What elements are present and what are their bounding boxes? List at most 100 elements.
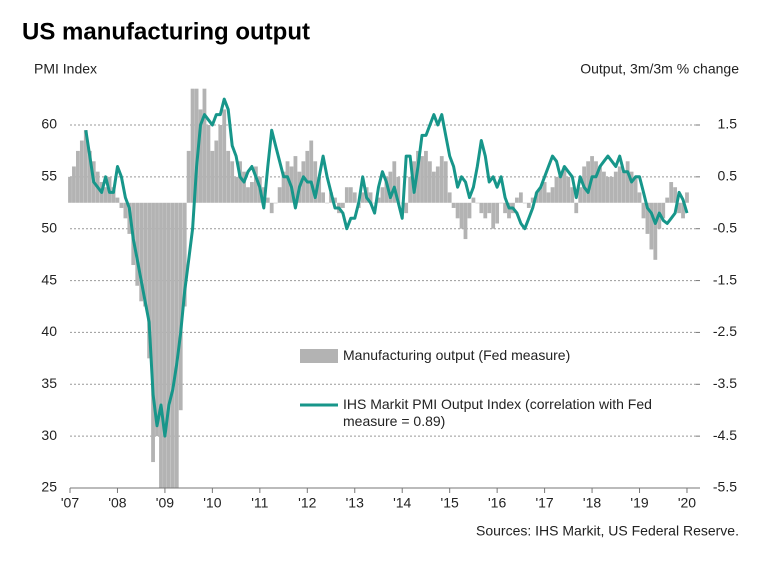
line: [84, 97, 689, 438]
y-tick-label: 50: [41, 219, 57, 235]
bar: [234, 176, 239, 203]
bar: [562, 166, 567, 203]
bar: [368, 192, 373, 203]
bar: [637, 192, 642, 203]
legend-label: IHS Markit PMI Output Index (correlation…: [343, 396, 652, 429]
bar: [372, 202, 377, 204]
x-tick-label: '16: [488, 495, 506, 511]
bar: [558, 171, 563, 203]
bar: [190, 88, 195, 203]
x-tick-label: '11: [251, 495, 268, 511]
bar: [325, 202, 329, 204]
y2-tick-label: -5.5: [713, 479, 737, 495]
bar: [447, 192, 452, 203]
y-tick-label: 25: [41, 479, 57, 495]
bar: [76, 150, 80, 203]
bar: [396, 176, 401, 203]
bar: [230, 161, 235, 203]
bar: [333, 197, 337, 203]
bar: [602, 171, 606, 203]
y-tick-label: 60: [41, 116, 57, 132]
bar: [250, 182, 254, 203]
bar: [621, 171, 626, 203]
x-tick-label: '12: [298, 495, 316, 511]
bar: [542, 182, 547, 203]
bar: [507, 202, 511, 219]
y2-tick-label: 1.5: [718, 116, 738, 132]
x-tick-label: '19: [630, 495, 648, 511]
bar: [254, 166, 258, 203]
bar: [277, 187, 282, 203]
bar: [685, 192, 689, 203]
bar: [503, 202, 507, 214]
bar: [455, 202, 460, 219]
bar: [629, 171, 634, 203]
bar: [214, 140, 219, 203]
bar: [633, 176, 638, 203]
bar: [487, 202, 492, 214]
bar: [313, 161, 318, 203]
bar: [550, 187, 555, 203]
bar: [147, 202, 152, 359]
bar: [238, 161, 242, 203]
bar: [143, 202, 148, 307]
bar: [471, 197, 476, 203]
bar: [665, 197, 670, 203]
bar: [673, 187, 678, 203]
y2-axis-label: Output, 3m/3m % change: [580, 61, 739, 77]
bar: [218, 124, 223, 203]
axes: 25 30 35 40 45 50 55 60 -5.5 -4.5 -3.5 -2.5 -1.5 -0.5…: [41, 116, 737, 511]
bar: [526, 202, 531, 208]
bar: [155, 202, 159, 437]
bar: [495, 202, 500, 224]
bar: [163, 202, 167, 488]
bar: [151, 202, 155, 463]
x-tick-label: '18: [583, 495, 601, 511]
bar: [123, 202, 128, 219]
bar: [475, 202, 480, 204]
bar: [420, 156, 424, 203]
bar: [380, 187, 385, 203]
bar: [491, 202, 496, 229]
bar: [182, 202, 187, 307]
bar: [574, 202, 579, 214]
bar: [530, 197, 535, 203]
chart-title: US manufacturing output: [22, 18, 310, 45]
bar: [87, 150, 92, 203]
bar: [653, 202, 658, 260]
bar: [570, 187, 575, 203]
bar: [340, 202, 345, 208]
y-tick-label: 40: [41, 323, 57, 339]
bar: [427, 161, 432, 203]
bar: [677, 202, 681, 214]
bar: [265, 197, 270, 203]
y-tick-label: 45: [41, 271, 57, 287]
bar: [115, 197, 120, 203]
bar: [499, 202, 503, 204]
bar: [459, 202, 464, 229]
bar: [159, 202, 163, 488]
x-tick-label: '09: [156, 495, 174, 511]
bar: [83, 130, 88, 203]
y-axis-label: PMI Index: [34, 61, 97, 77]
bar: [226, 150, 231, 203]
bar: [554, 176, 559, 203]
bars: [68, 88, 689, 488]
bar: [174, 202, 179, 488]
bar: [352, 192, 357, 203]
y2-tick-label: -1.5: [713, 271, 737, 287]
bar: [202, 88, 207, 203]
bar: [546, 192, 551, 203]
bar: [649, 202, 654, 250]
legend-swatch: [300, 349, 338, 363]
bar: [613, 171, 618, 203]
bar: [273, 202, 278, 204]
bar: [408, 176, 413, 203]
x-tick-label: '15: [441, 495, 459, 511]
bar: [210, 150, 215, 203]
y2-tick-label: -3.5: [713, 375, 737, 391]
bar: [483, 202, 488, 219]
bar: [617, 166, 622, 203]
